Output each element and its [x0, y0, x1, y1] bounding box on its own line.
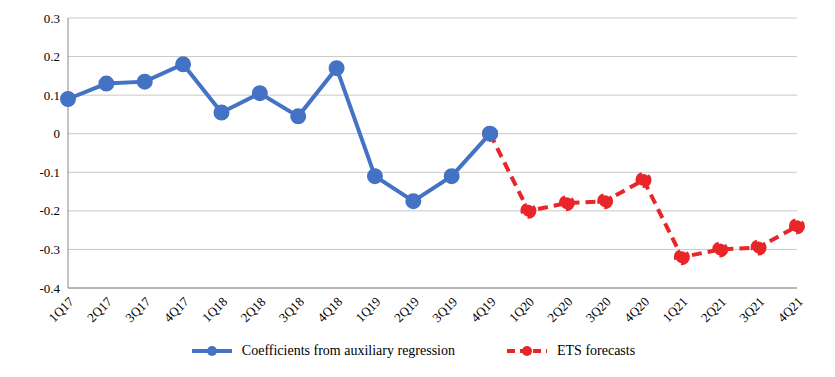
svg-text:3Q17: 3Q17 [122, 294, 153, 325]
svg-text:3Q19: 3Q19 [429, 294, 460, 325]
svg-text:0.3: 0.3 [44, 11, 60, 26]
svg-text:2Q21: 2Q21 [698, 294, 729, 325]
html-text:ETS forecasts: ETS forecasts [557, 343, 636, 358]
svg-text:2Q20: 2Q20 [544, 294, 575, 325]
svg-text:4Q17: 4Q17 [161, 294, 192, 325]
svg-text:2Q19: 2Q19 [391, 294, 422, 325]
svg-text:-0.3: -0.3 [39, 242, 60, 257]
svg-text:1Q17: 1Q17 [46, 294, 77, 325]
svg-text:1Q18: 1Q18 [199, 294, 230, 325]
svg-text:4Q18: 4Q18 [314, 294, 345, 325]
svg-text:0.2: 0.2 [44, 49, 60, 64]
svg-text:3Q21: 3Q21 [736, 294, 767, 325]
svg-text:1Q21: 1Q21 [660, 294, 691, 325]
svg-text:2Q17: 2Q17 [84, 294, 115, 325]
html-text:Coefficients from auxiliary re: Coefficients from auxiliary regression [241, 343, 455, 358]
svg-text:-0.1: -0.1 [39, 165, 60, 180]
svg-text:0: 0 [54, 126, 61, 141]
svg-text:1Q19: 1Q19 [353, 294, 384, 325]
svg-text:-0.4: -0.4 [39, 281, 60, 296]
svg-text:0.1: 0.1 [44, 88, 60, 103]
svg-text:1Q20: 1Q20 [506, 294, 537, 325]
svg-text:4Q19: 4Q19 [468, 294, 499, 325]
svg-text:-0.2: -0.2 [39, 203, 60, 218]
svg-text:4Q21: 4Q21 [775, 294, 806, 325]
svg-text:4Q20: 4Q20 [621, 294, 652, 325]
svg-text:3Q18: 3Q18 [276, 294, 307, 325]
svg-text:3Q20: 3Q20 [583, 294, 614, 325]
svg-text:2Q18: 2Q18 [237, 294, 268, 325]
